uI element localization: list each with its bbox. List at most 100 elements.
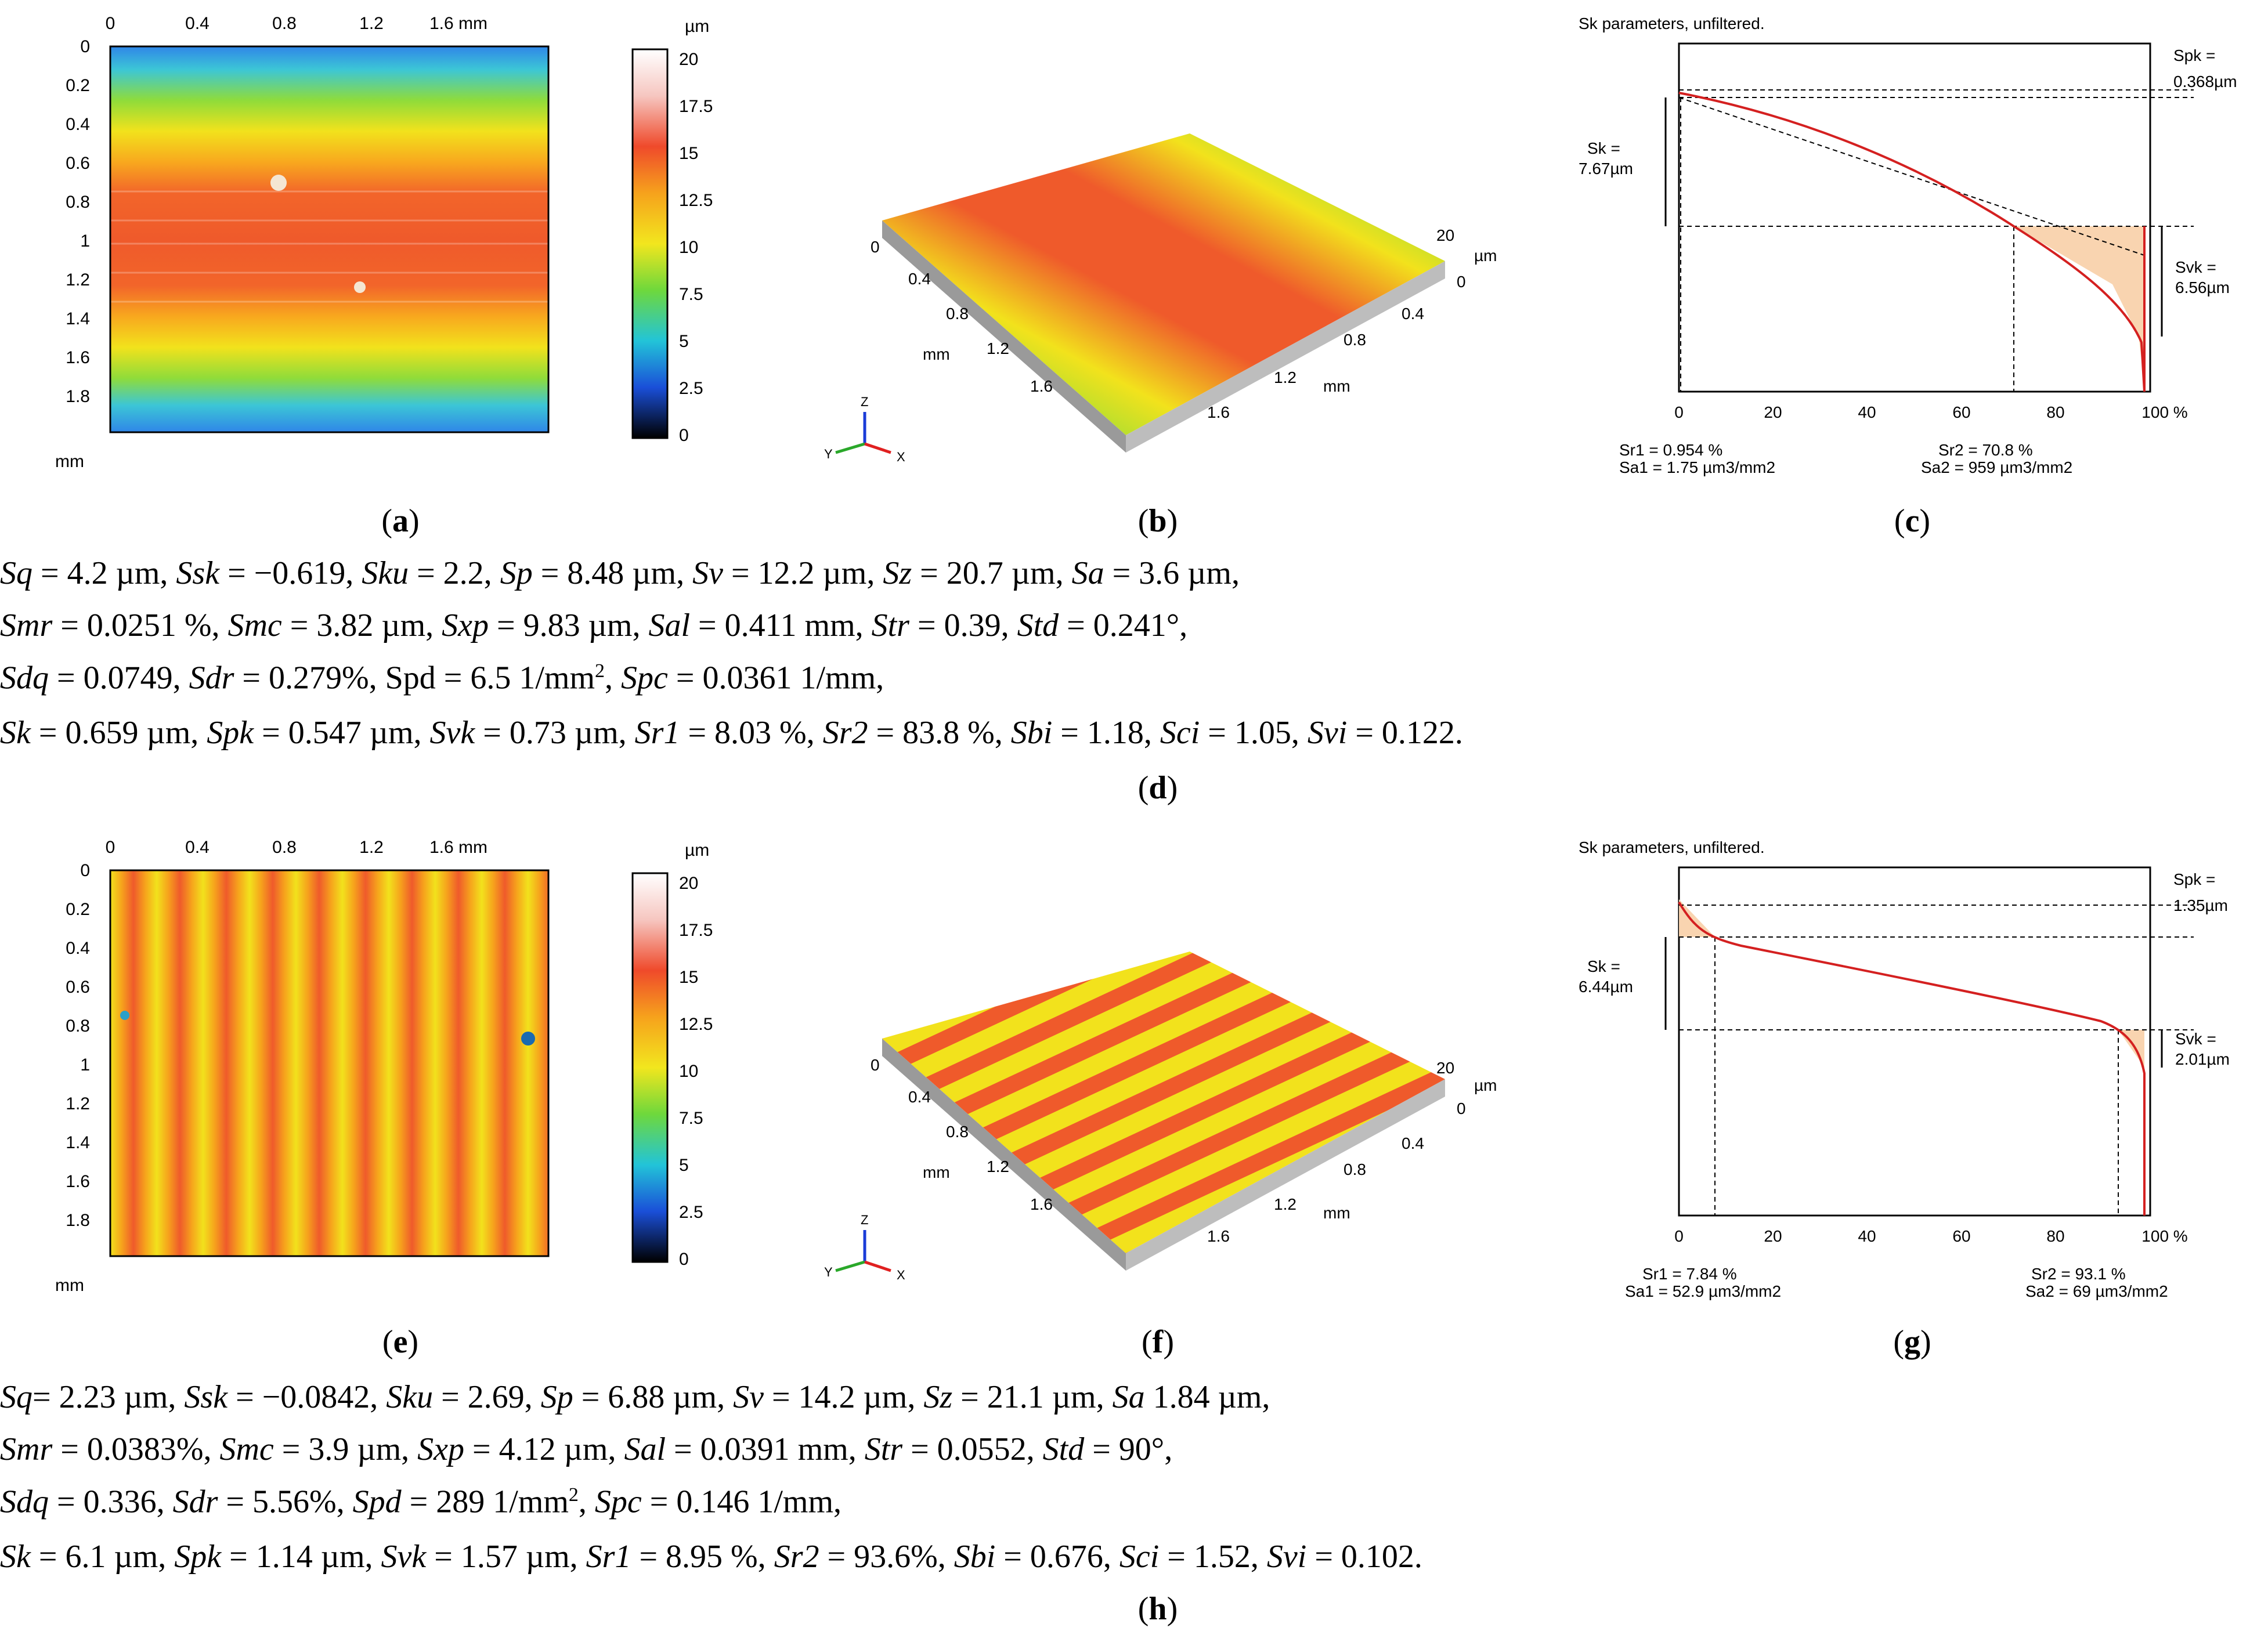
caption-f: (f) xyxy=(1142,1324,1174,1360)
y-tick-labels: 0 0.2 0.4 0.6 0.8 1 1.2 1.4 1.6 1.8 xyxy=(66,37,90,406)
svg-text:Z: Z xyxy=(861,395,868,409)
param-name: Sdq xyxy=(0,1484,49,1520)
cbar-tick: 7.5 xyxy=(679,285,703,304)
y-tick: 0 xyxy=(80,861,90,880)
left-tick: 1.2 xyxy=(987,339,1009,357)
svg-text:Sk =: Sk = xyxy=(1587,139,1620,157)
param-value: = 14.2 µm, xyxy=(763,1379,924,1415)
z-tick: 0 xyxy=(1457,273,1466,291)
params-top-line3: Sdq = 0.0749, Sdr = 0.279%, Spd = 6.5 1/… xyxy=(0,661,884,694)
left-unit: mm xyxy=(923,1163,950,1181)
param-value: = 0.146 1/mm, xyxy=(641,1484,842,1520)
param-name: Sa xyxy=(1071,555,1104,591)
colorbar-ticks: 20 17.5 15 12.5 10 7.5 5 2.5 0 xyxy=(679,50,713,445)
param-value: = 9.83 µm, xyxy=(489,607,649,643)
param-name: Sci xyxy=(1119,1539,1160,1575)
sk-x-tick: 80 xyxy=(2046,403,2064,421)
cbar-tick: 15 xyxy=(679,968,698,987)
param-value: = 21.1 µm, xyxy=(952,1379,1113,1415)
y-tick: 0.4 xyxy=(66,939,90,958)
param-name: Spk xyxy=(207,715,254,751)
cbar-tick: 0 xyxy=(679,426,689,445)
param-name: Spd xyxy=(352,1484,402,1520)
param-name: Svk xyxy=(381,1539,427,1575)
x-tick: 1.6 mm xyxy=(429,14,487,33)
caption-b: (b) xyxy=(1137,503,1178,539)
param-value: = 1.57 µm, xyxy=(426,1539,586,1575)
left-tick: 1.6 xyxy=(1030,377,1053,395)
colorbar xyxy=(631,48,669,439)
x-tick: 1.2 xyxy=(359,838,384,857)
param-spd: Spd = 6.5 1/mm xyxy=(385,660,595,696)
left-tick: 1.6 xyxy=(1030,1195,1053,1213)
param-value: = 289 1/mm xyxy=(401,1484,569,1520)
x-tick: 0.4 xyxy=(185,838,210,857)
axis-triad: Z Y X xyxy=(824,395,905,464)
param-name: Sz xyxy=(923,1379,953,1415)
sk-x-tick: 20 xyxy=(1764,403,1782,421)
left-tick: 0.4 xyxy=(908,270,931,288)
x-tick: 0.8 xyxy=(272,838,297,857)
caption-h: (h) xyxy=(1137,1591,1178,1627)
param-value: = 0.659 µm, xyxy=(30,715,207,751)
right-tick: 0.8 xyxy=(1344,1160,1366,1178)
param-name: Sxp xyxy=(442,607,489,643)
param-value: = 0.0391 mm, xyxy=(666,1431,865,1467)
param-value: = 8.95 %, xyxy=(631,1539,774,1575)
param-value: = 5.56%, xyxy=(218,1484,353,1520)
param-value: = −0.619, xyxy=(219,555,362,591)
param-value: = 0.547 µm, xyxy=(254,715,430,751)
height-map-image xyxy=(110,870,548,1256)
y-tick: 0.2 xyxy=(66,900,90,919)
param-value: = 1.52, xyxy=(1159,1539,1267,1575)
param-name: Spc xyxy=(594,1484,642,1520)
y-tick: 1.8 xyxy=(66,1211,90,1230)
param-name: Svk xyxy=(429,715,475,751)
svg-text:Sr2 = 93.1 %: Sr2 = 93.1 % xyxy=(2031,1265,2126,1283)
param-value: = 6.88 µm, xyxy=(573,1379,734,1415)
right-tick: 1.6 xyxy=(1207,403,1230,421)
param-value: = 0.73 µm, xyxy=(475,715,635,751)
left-tick: 0.4 xyxy=(908,1088,931,1106)
superscript: 2 xyxy=(568,1484,579,1506)
svg-text:Sa1 = 1.75 µm3/mm2: Sa1 = 1.75 µm3/mm2 xyxy=(1619,458,1775,476)
cbar-tick: 20 xyxy=(679,874,698,893)
cbar-tick: 15 xyxy=(679,144,698,163)
param-name: Sp xyxy=(540,1379,573,1415)
y-tick: 1.8 xyxy=(66,387,90,406)
left-tick: 0.8 xyxy=(946,1123,969,1141)
param-name: Std xyxy=(1042,1431,1085,1467)
param-name: Sz xyxy=(883,555,912,591)
param-value: = 0.0383%, xyxy=(52,1431,220,1467)
param-value: = 0.39, xyxy=(909,607,1017,643)
svg-text:6.56µm: 6.56µm xyxy=(2175,278,2230,296)
param-value: = 0.0361 1/mm, xyxy=(667,660,884,696)
sk-x-tick: 0 xyxy=(1674,403,1684,421)
svg-text:Sa2 = 69 µm3/mm2: Sa2 = 69 µm3/mm2 xyxy=(2025,1282,2168,1300)
svg-text:X: X xyxy=(897,1268,905,1282)
param-name: Sr1 xyxy=(634,715,680,751)
z-tick: 20 xyxy=(1436,1059,1454,1077)
svg-text:Z: Z xyxy=(861,1213,868,1227)
params-top-line1: Sq = 4.2 µm, Ssk = −0.619, Sku = 2.2, Sp… xyxy=(0,557,1240,589)
param-name: Str xyxy=(871,607,909,643)
caption-e: (e) xyxy=(382,1324,419,1360)
params-top-line4: Sk = 0.659 µm, Spk = 0.547 µm, Svk = 0.7… xyxy=(0,717,1463,749)
y-tick: 0.4 xyxy=(66,115,90,134)
iso-surface xyxy=(882,952,1445,1253)
y-tick: 0.6 xyxy=(66,978,90,997)
sk-x-tick: 40 xyxy=(1858,1227,1876,1245)
sk-x-tick: 20 xyxy=(1764,1227,1782,1245)
sk-x-tick: 100 % xyxy=(2141,1227,2187,1245)
param-name: Sr2 xyxy=(822,715,868,751)
caption-a: (a) xyxy=(381,503,420,539)
y-tick: 1.6 xyxy=(66,348,90,367)
param-name: Sku xyxy=(362,555,409,591)
svg-text:Spk =: Spk = xyxy=(2173,46,2215,64)
x-tick: 0 xyxy=(106,14,115,33)
sk-x-tick: 60 xyxy=(1952,403,1970,421)
param-name: Sk xyxy=(0,1539,31,1575)
y-tick: 1 xyxy=(80,1055,90,1075)
right-unit: mm xyxy=(1323,1204,1350,1222)
svk-area xyxy=(2014,226,2144,383)
